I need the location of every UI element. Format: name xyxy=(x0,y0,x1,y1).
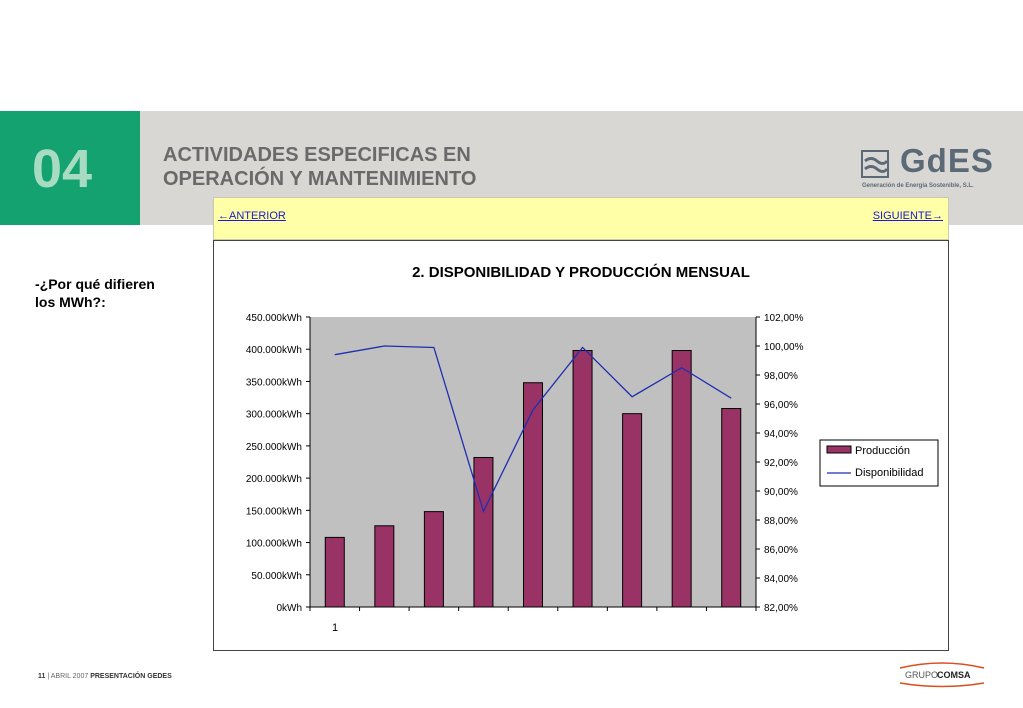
left-tick-label: 0kWh xyxy=(276,603,302,614)
production-bar xyxy=(622,413,643,608)
legend-label-production: Producción xyxy=(855,445,910,457)
production-bar xyxy=(572,350,593,608)
brand-part1: GRUPO xyxy=(905,670,938,680)
right-tick-label: 82,00% xyxy=(764,603,798,614)
right-tick-label: 84,00% xyxy=(764,574,798,585)
chart-title: 2. DISPONIBILIDAD Y PRODUCCIÓN MENSUAL xyxy=(412,263,750,281)
logo-text: GdES xyxy=(900,142,994,179)
footer-page-number: 11 xyxy=(38,673,46,680)
right-tick-label: 102,00% xyxy=(764,313,804,324)
production-bar xyxy=(374,525,395,608)
page-title-line2: OPERACIÓN Y MANTENIMIENTO xyxy=(163,168,477,190)
question-text: -¿Por qué difieren los MWh?: xyxy=(35,276,155,310)
footer-separator: | xyxy=(47,673,51,680)
production-bar xyxy=(423,511,444,608)
left-tick-label: 100.000kWh xyxy=(246,539,302,550)
production-bar xyxy=(721,408,742,608)
right-tick-label: 94,00% xyxy=(764,429,798,440)
right-tick-label: 96,00% xyxy=(764,400,798,411)
production-bar xyxy=(324,536,345,608)
right-tick-label: 100,00% xyxy=(764,342,804,353)
footer-date: ABRIL 2007 xyxy=(50,673,89,680)
page-title: ACTIVIDADES ESPECIFICAS EN OPERACIÓN Y M… xyxy=(163,143,476,191)
left-tick-label: 450.000kWh xyxy=(246,313,302,324)
logo-subtitle: Generación de Energía Sostenible, S.L. xyxy=(862,183,974,189)
left-tick-label: 300.000kWh xyxy=(246,410,302,421)
left-tick-label: 200.000kWh xyxy=(246,474,302,485)
chart-container: 2. DISPONIBILIDAD Y PRODUCCIÓN MENSUAL 45… xyxy=(213,240,949,651)
production-bar xyxy=(671,350,692,608)
legend-label-availability: Disponibilidad xyxy=(855,467,924,479)
navigation-bar: ←ANTERIOR SIGUIENTE→ xyxy=(213,197,949,240)
page-title-line1: ACTIVIDADES ESPECIFICAS EN xyxy=(163,144,471,166)
footer: 11 | ABRIL 2007 PRESENTACIÓN GEDES xyxy=(38,673,172,680)
left-tick-label: 350.000kWh xyxy=(246,377,302,388)
next-link[interactable]: SIGUIENTE→ xyxy=(872,210,943,222)
production-bar xyxy=(523,382,543,608)
previous-link[interactable]: ←ANTERIOR xyxy=(218,210,286,222)
section-number-block xyxy=(0,111,140,225)
gdes-logo-icon xyxy=(861,150,889,178)
left-tick-label: 150.000kWh xyxy=(246,506,302,517)
left-tick-label: 400.000kWh xyxy=(246,345,302,356)
brand-part2: COMSA xyxy=(937,670,971,680)
right-tick-label: 86,00% xyxy=(764,545,798,556)
x-tick-label: 1 xyxy=(332,622,338,634)
left-tick-label: 250.000kWh xyxy=(246,442,302,453)
section-number: 04 xyxy=(31,139,93,199)
availability-line xyxy=(334,345,732,514)
right-tick-label: 88,00% xyxy=(764,516,798,527)
right-tick-label: 90,00% xyxy=(764,487,798,498)
production-bar xyxy=(473,456,494,608)
footer-document: PRESENTACIÓN GEDES xyxy=(90,673,172,680)
right-tick-label: 92,00% xyxy=(764,458,798,469)
grupo-comsa-logo-icon: GRUPO COMSA xyxy=(899,662,985,688)
production-availability-chart: 2. DISPONIBILIDAD Y PRODUCCIÓN MENSUAL 45… xyxy=(246,263,939,634)
left-tick-label: 50.000kWh xyxy=(251,571,302,582)
right-tick-label: 98,00% xyxy=(764,371,798,382)
legend-bar-swatch xyxy=(826,445,852,454)
